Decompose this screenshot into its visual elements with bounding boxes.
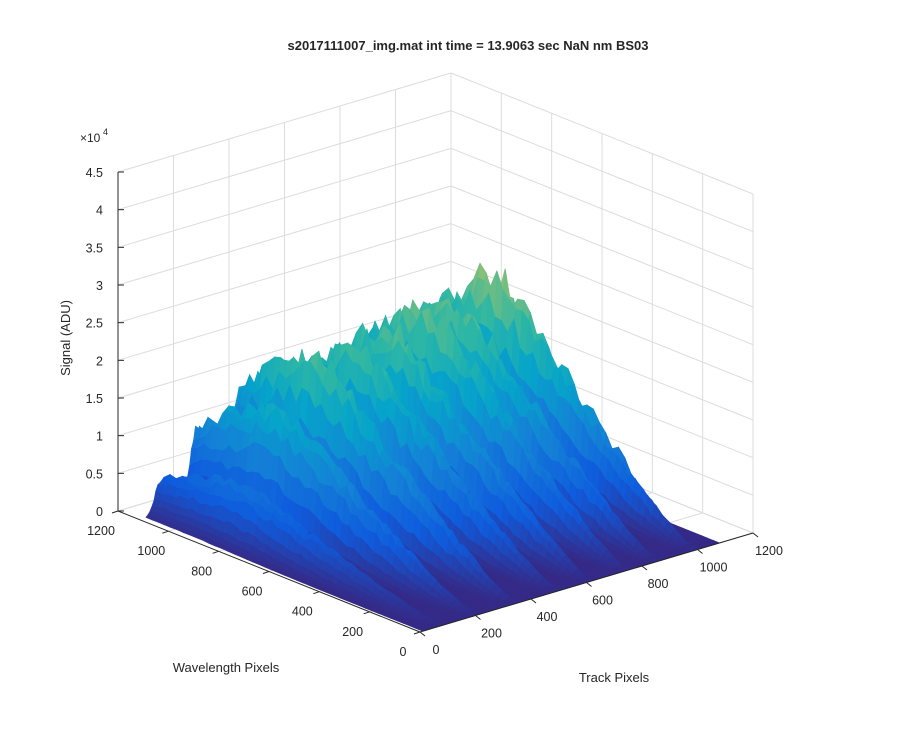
surface-plot: 0200400600800100012000200400600800100012… [0,0,900,750]
